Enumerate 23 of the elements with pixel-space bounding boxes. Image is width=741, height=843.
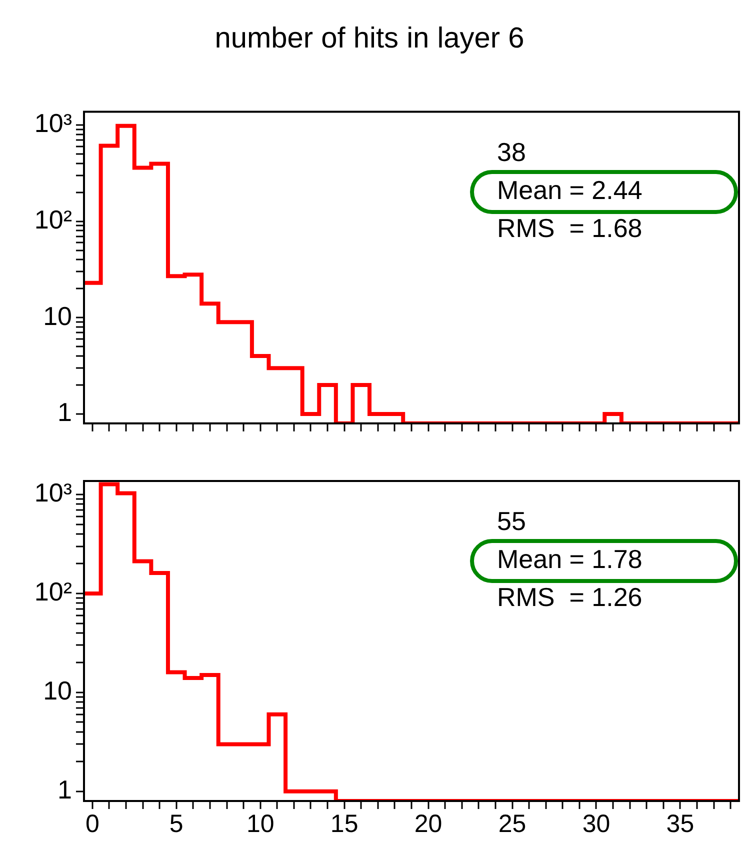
x-tick-label: 30 <box>582 810 610 838</box>
x-tick-label: 15 <box>330 810 358 838</box>
y-tick-label: 10³ <box>34 478 72 508</box>
y-tick-label: 10 <box>43 676 72 706</box>
x-tick-label: 0 <box>85 810 100 838</box>
annotation: RMS = 1.68 <box>497 212 642 243</box>
y-tick-label: 10 <box>43 300 72 331</box>
y-tick-label: 1 <box>58 397 72 428</box>
annotation: 38 <box>497 136 526 167</box>
y-tick-label: 1 <box>58 774 72 805</box>
annotation: 55 <box>497 506 526 536</box>
x-tick-label: 20 <box>414 810 442 838</box>
y-tick-label: 10² <box>34 576 72 607</box>
annotation: Mean = 1.78 <box>497 544 642 574</box>
y-tick-label: 10² <box>34 204 72 235</box>
x-tick-label: 5 <box>169 810 184 838</box>
x-tick-label: 25 <box>498 810 526 838</box>
y-tick-label: 10³ <box>34 108 72 138</box>
x-tick-label: 10 <box>246 810 274 838</box>
annotation: RMS = 1.26 <box>497 582 642 612</box>
chart-title: number of hits in layer 6 <box>214 22 524 54</box>
x-tick-label: 35 <box>666 810 694 838</box>
annotation: Mean = 2.44 <box>497 174 642 205</box>
